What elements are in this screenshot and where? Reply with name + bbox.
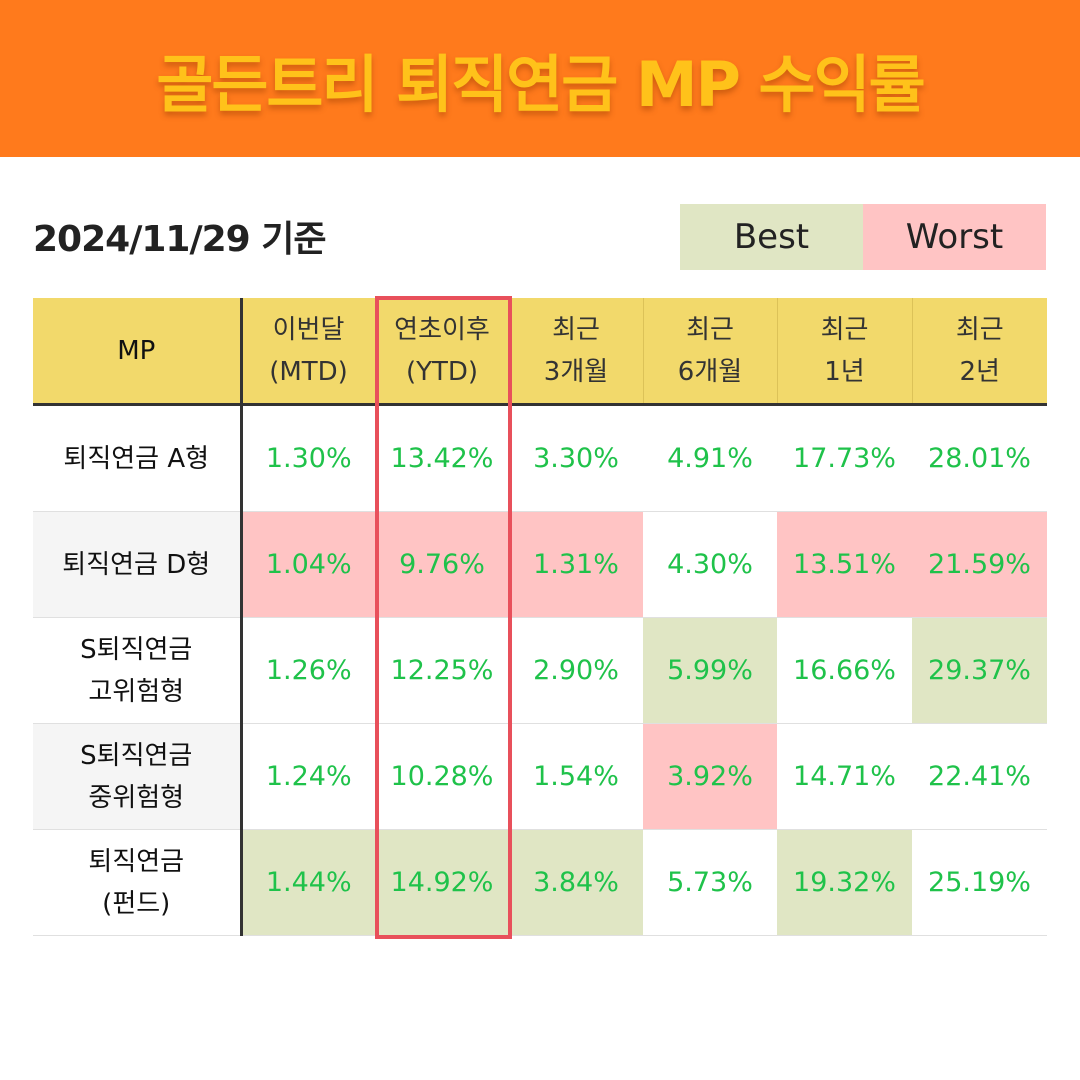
- header-mtd-line1: 이번달: [272, 314, 345, 345]
- return-cell-2y: 21.59%: [912, 511, 1047, 618]
- return-cell-mtd: 1.30%: [241, 404, 375, 512]
- return-cell-6m: 5.73%: [643, 829, 777, 936]
- return-cell-ytd: 12.25%: [375, 617, 509, 724]
- header-ytd-line2: (YTD): [405, 356, 479, 387]
- mp-name-line1: S퇴직연금: [80, 740, 193, 771]
- table-row: 퇴직연금 (펀드) 1.44% 14.92% 3.84% 5.73% 19.32% 25.19…: [33, 829, 1047, 936]
- return-cell-mtd: 1.26%: [241, 617, 375, 724]
- table-row: S퇴직연금 고위험형 1.26% 12.25% 2.90% 5.99% 16.66% 29.3…: [33, 617, 1047, 724]
- return-cell-3m: 3.84%: [509, 829, 643, 936]
- mp-name-line2: 고위험형: [88, 676, 185, 707]
- return-cell-3m: 1.54%: [509, 723, 643, 830]
- header-ytd-line1: 연초이후: [394, 314, 490, 345]
- mp-name-cell: 퇴직연금 D형: [33, 511, 243, 618]
- legend-worst: Worst: [863, 204, 1046, 270]
- header-ytd: 연초이후 (YTD): [375, 298, 510, 406]
- return-cell-2y: 29.37%: [912, 617, 1047, 724]
- return-cell-2y: 22.41%: [912, 723, 1047, 830]
- header-3m-line2: 3개월: [543, 356, 609, 387]
- table-row: S퇴직연금 중위험형 1.24% 10.28% 1.54% 3.92% 14.71% 22.4…: [33, 723, 1047, 830]
- return-cell-3m: 2.90%: [509, 617, 643, 724]
- return-cell-mtd: 1.04%: [241, 511, 375, 618]
- return-cell-2y: 25.19%: [912, 829, 1047, 936]
- title-banner: 골든트리 퇴직연금 MP 수익률: [0, 0, 1080, 157]
- header-2y-line1: 최근: [955, 314, 1004, 345]
- mp-name-line2: 중위험형: [88, 782, 185, 813]
- as-of-date: 2024/11/29 기준: [33, 219, 326, 260]
- return-cell-1y: 13.51%: [777, 511, 912, 618]
- return-cell-mtd: 1.24%: [241, 723, 375, 830]
- header-2y-line2: 2년: [959, 356, 1000, 387]
- return-cell-6m: 5.99%: [643, 617, 777, 724]
- mp-name-line2: (펀드): [102, 888, 171, 919]
- return-cell-1y: 14.71%: [777, 723, 912, 830]
- return-cell-3m: 3.30%: [509, 404, 643, 512]
- table-row: 퇴직연금 A형 1.30% 13.42% 3.30% 4.91% 17.73% 28.01%: [33, 404, 1047, 512]
- return-cell-1y: 19.32%: [777, 829, 912, 936]
- return-cell-6m: 4.91%: [643, 404, 777, 512]
- header-6m-line2: 6개월: [677, 356, 743, 387]
- header-row: MP 이번달 (MTD) 연초이후 (YTD) 최근 3개월 최근 6개월 최근…: [33, 298, 1047, 406]
- header-1y-line2: 1년: [824, 356, 865, 387]
- header-mp-label: MP: [117, 335, 156, 366]
- mp-name-line1: S퇴직연금: [80, 634, 193, 665]
- return-cell-ytd: 13.42%: [375, 404, 509, 512]
- return-cell-3m: 1.31%: [509, 511, 643, 618]
- return-cell-6m: 3.92%: [643, 723, 777, 830]
- header-mtd-line2: (MTD): [269, 356, 348, 387]
- return-cell-ytd: 10.28%: [375, 723, 509, 830]
- return-cell-ytd: 14.92%: [375, 829, 509, 936]
- mp-name-cell: 퇴직연금 A형: [33, 404, 243, 512]
- header-mtd: 이번달 (MTD): [241, 298, 376, 406]
- banner-title: 골든트리 퇴직연금 MP 수익률: [156, 47, 925, 121]
- header-1y: 최근 1년: [777, 298, 913, 406]
- return-cell-2y: 28.01%: [912, 404, 1047, 512]
- mp-name-cell: 퇴직연금 (펀드): [33, 829, 243, 936]
- returns-table: MP 이번달 (MTD) 연초이후 (YTD) 최근 3개월 최근 6개월 최근…: [33, 298, 1047, 936]
- header-3m-line1: 최근: [552, 314, 600, 345]
- return-cell-1y: 17.73%: [777, 404, 912, 512]
- mp-name-line1: 퇴직연금 A형: [63, 443, 210, 474]
- return-cell-1y: 16.66%: [777, 617, 912, 724]
- header-6m-line1: 최근: [686, 314, 734, 345]
- header-mp: MP: [33, 298, 243, 406]
- mp-name-line1: 퇴직연금 D형: [62, 549, 211, 580]
- return-cell-ytd: 9.76%: [375, 511, 509, 618]
- header-1y-line1: 최근: [820, 314, 869, 345]
- mp-name-line1: 퇴직연금: [88, 846, 185, 877]
- header-2y: 최근 2년: [912, 298, 1047, 406]
- return-cell-mtd: 1.44%: [241, 829, 375, 936]
- table-row: 퇴직연금 D형 1.04% 9.76% 1.31% 4.30% 13.51% 21.59%: [33, 511, 1047, 618]
- return-cell-6m: 4.30%: [643, 511, 777, 618]
- header-6m: 최근 6개월: [643, 298, 778, 406]
- legend-best: Best: [680, 204, 863, 270]
- header-3m: 최근 3개월: [509, 298, 644, 406]
